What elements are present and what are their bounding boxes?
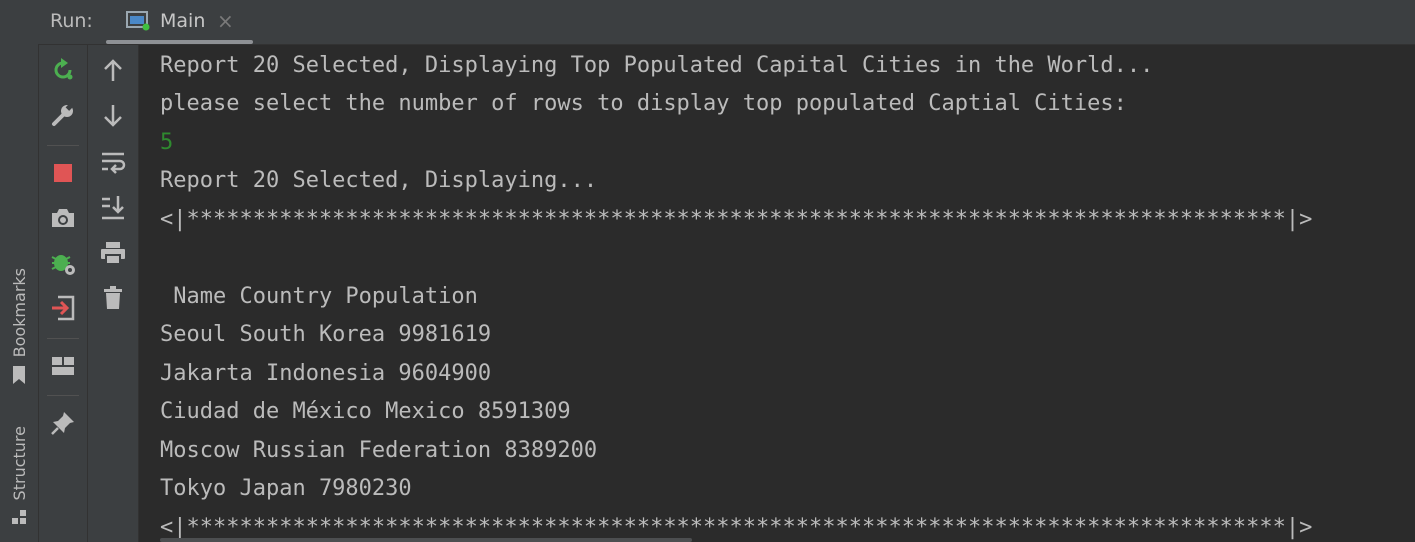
- console-output[interactable]: Report 20 Selected, Displaying Top Popul…: [139, 45, 1415, 542]
- layout-icon: [52, 357, 74, 375]
- next-occurrence-button[interactable]: [98, 101, 128, 131]
- debug-settings-button[interactable]: [48, 248, 78, 278]
- console-table-row: Seoul South Korea 9981619: [160, 322, 492, 347]
- pin-tab-button[interactable]: [48, 408, 78, 438]
- rerun-icon: [54, 58, 73, 80]
- console-separator-line: <|**************************************…: [160, 207, 1313, 232]
- arrow-up-icon: [104, 59, 122, 81]
- previous-occurrence-button[interactable]: [98, 55, 128, 85]
- stop-button[interactable]: [48, 158, 78, 188]
- tab-close-icon[interactable]: ×: [217, 9, 234, 33]
- trash-icon: [104, 286, 122, 309]
- layout-button[interactable]: [48, 351, 78, 381]
- camera-icon: [52, 209, 74, 227]
- dump-threads-button[interactable]: [48, 203, 78, 233]
- settings-button[interactable]: [48, 100, 78, 130]
- tab-main-label: Main: [160, 10, 206, 32]
- exit-icon: [52, 295, 75, 321]
- console-toolbar: [88, 45, 139, 542]
- debug-settings-icon: [51, 255, 75, 275]
- run-toolbar: [39, 45, 88, 542]
- tab-main[interactable]: Main ×: [106, 0, 253, 44]
- arrow-down-icon: [104, 105, 122, 127]
- pin-icon: [51, 412, 74, 435]
- structure-icon: [12, 510, 26, 525]
- console-window-icon: [126, 11, 150, 31]
- run-header: Run: Main ×: [38, 0, 1415, 45]
- console-table-row: Ciudad de México Mexico 8591309: [160, 399, 571, 424]
- console-user-input: 5: [160, 130, 174, 155]
- console-separator-line: <|**************************************…: [160, 515, 1313, 540]
- print-icon: [101, 242, 125, 265]
- wrench-icon: [52, 103, 74, 126]
- console-table-row: Moscow Russian Federation 8389200: [160, 438, 598, 463]
- console-table-header: Name Country Population: [160, 284, 478, 309]
- exit-button[interactable]: [48, 293, 78, 323]
- run-label: Run:: [50, 10, 93, 32]
- scroll-to-end-icon: [102, 196, 124, 220]
- scroll-to-end-button[interactable]: [98, 192, 128, 222]
- print-button[interactable]: [98, 238, 128, 268]
- console-line: please select the number of rows to disp…: [160, 91, 1127, 116]
- toolbar-separator: [47, 145, 79, 146]
- toolbar-separator: [47, 395, 79, 396]
- bookmarks-label: Bookmarks: [9, 268, 29, 358]
- soft-wrap-icon: [102, 152, 126, 174]
- toolbar-separator: [47, 338, 79, 339]
- clear-all-button[interactable]: [98, 283, 128, 313]
- horizontal-scrollbar[interactable]: [160, 538, 692, 542]
- console-line: Report 20 Selected, Displaying Top Popul…: [160, 53, 1154, 78]
- tab-active-indicator: [106, 40, 253, 44]
- console-line: Report 20 Selected, Displaying...: [160, 168, 598, 193]
- structure-label: Structure: [9, 426, 29, 501]
- bookmark-icon: [13, 366, 25, 385]
- stop-icon: [54, 164, 72, 182]
- soft-wrap-button[interactable]: [98, 147, 128, 177]
- bookmarks-tab[interactable]: Bookmarks: [0, 268, 38, 385]
- console-table-row: Jakarta Indonesia 9604900: [160, 361, 492, 386]
- rerun-button[interactable]: [48, 55, 78, 85]
- left-sidebar: Bookmarks Structure: [0, 0, 39, 542]
- console-table-row: Tokyo Japan 7980230: [160, 476, 412, 501]
- structure-tab[interactable]: Structure: [0, 426, 38, 526]
